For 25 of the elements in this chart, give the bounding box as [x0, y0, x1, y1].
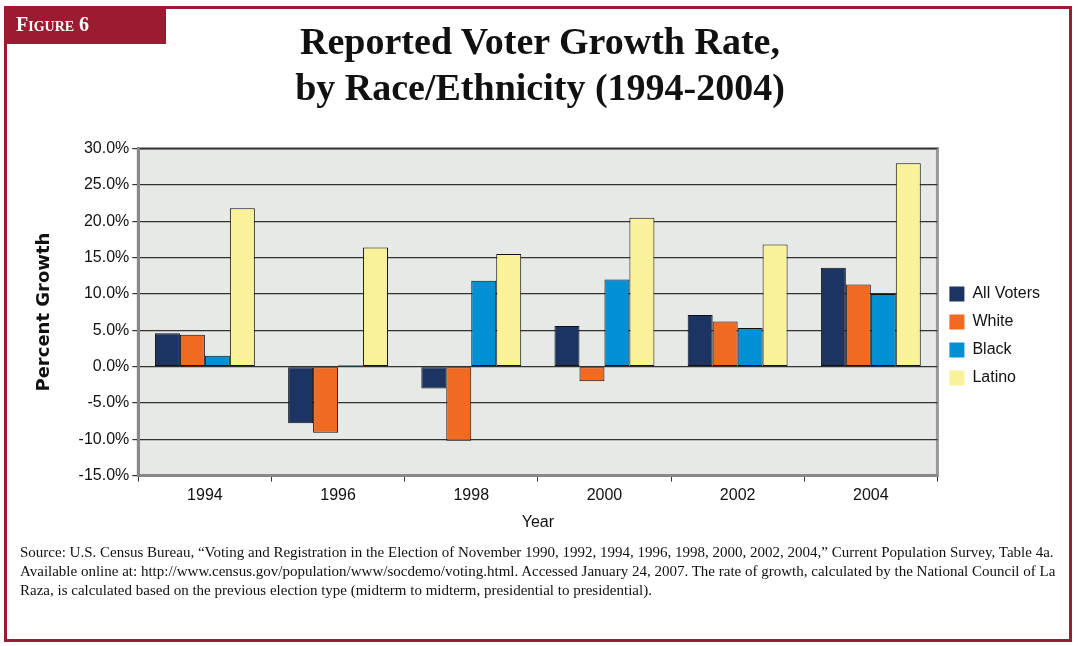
x-tick-label: 1998	[453, 485, 490, 503]
chart-title: Reported Voter Growth Rate, by Race/Ethnicity (1994-2004)	[294, 19, 786, 110]
y-axis-title: Percent Growth	[32, 232, 54, 392]
y-tick-label: 15.0%	[83, 248, 130, 266]
y-tick-label: 10.0%	[83, 284, 130, 302]
y-tick-label: -10.0%	[78, 429, 130, 447]
legend-label: White	[972, 312, 1014, 330]
source-note: Source: U.S. Census Bureau, “Voting and Registration in the Election of November 1990, 1992, 1994, 1996, 1998, 2000, 2002, 2004,” Current Population Survey, Table 4a. Available online at: http://www.census.gov/population/www/socdemo/voting.html. Accessed January 24, 2007. The rate of growth, calculated by the National Council of La Raza, is calculated based on the previous election type (midterm to midterm, presidential to presidential).	[20, 543, 1057, 600]
y-tick-label: 25.0%	[83, 175, 130, 193]
y-tick-label: -5.0%	[87, 393, 130, 411]
x-axis-title: Year	[521, 512, 555, 530]
x-tick-label: 2000	[586, 485, 623, 503]
y-tick-label: 0.0%	[92, 357, 130, 375]
x-tick-label: 2004	[853, 485, 889, 503]
y-tick-label: 20.0%	[83, 211, 130, 229]
y-tick-label: 30.0%	[83, 139, 130, 157]
y-tick-label: -15.0%	[78, 466, 130, 484]
caption: Figure 6	[4, 6, 166, 44]
legend-label: All Voters	[972, 284, 1041, 302]
y-tick-label: 5.0%	[92, 320, 130, 338]
legend-label: Latino	[972, 368, 1017, 386]
legend-label: Black	[972, 340, 1013, 358]
x-tick-label: 1996	[320, 485, 356, 503]
x-tick-label: 1994	[187, 485, 223, 503]
x-tick-label: 2002	[719, 485, 756, 503]
